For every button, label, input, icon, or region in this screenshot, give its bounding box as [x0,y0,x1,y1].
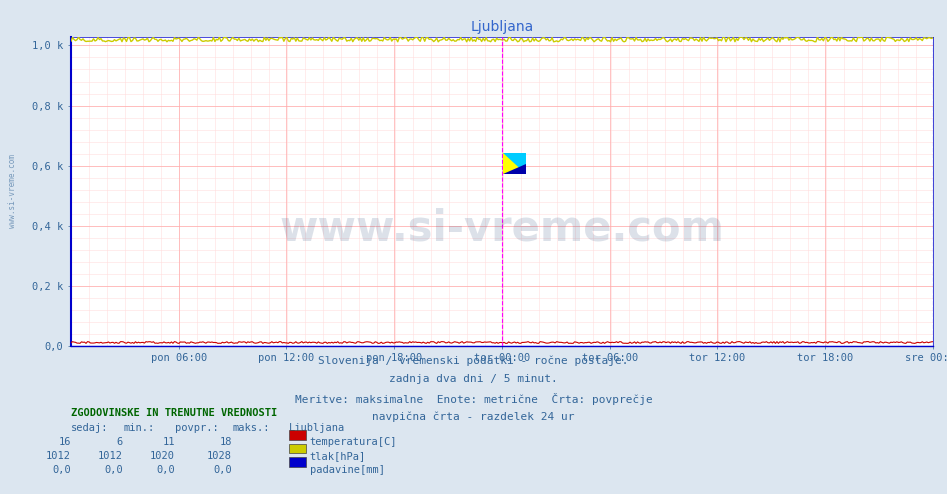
Text: ZGODOVINSKE IN TRENUTNE VREDNOSTI: ZGODOVINSKE IN TRENUTNE VREDNOSTI [71,408,277,417]
Text: 16: 16 [59,437,71,447]
Text: zadnja dva dni / 5 minut.: zadnja dva dni / 5 minut. [389,374,558,384]
Text: sedaj:: sedaj: [71,423,109,433]
Text: temperatura[C]: temperatura[C] [310,437,397,447]
Bar [504,153,526,174]
Text: maks.:: maks.: [232,423,270,433]
Text: www.si-vreme.com: www.si-vreme.com [279,207,724,249]
Text: povpr.:: povpr.: [175,423,219,433]
Text: www.si-vreme.com: www.si-vreme.com [8,155,17,228]
Text: tlak[hPa]: tlak[hPa] [310,451,366,461]
Text: Ljubljana: Ljubljana [289,423,345,433]
Polygon shape [504,153,526,174]
Text: 0,0: 0,0 [213,465,232,475]
Text: 0,0: 0,0 [104,465,123,475]
Text: 1012: 1012 [46,451,71,461]
Text: 0,0: 0,0 [156,465,175,475]
Text: padavine[mm]: padavine[mm] [310,465,384,475]
Title: Ljubljana: Ljubljana [471,20,533,35]
Text: Meritve: maksimalne  Enote: metrične  Črta: povprečje: Meritve: maksimalne Enote: metrične Črta… [295,393,652,405]
Text: 6: 6 [116,437,123,447]
Polygon shape [504,164,526,174]
Text: Slovenija / vremenski podatki - ročne postaje.: Slovenija / vremenski podatki - ročne po… [318,356,629,366]
Text: min.:: min.: [123,423,154,433]
Text: navpična črta - razdelek 24 ur: navpična črta - razdelek 24 ur [372,412,575,422]
Text: 11: 11 [163,437,175,447]
Text: 1028: 1028 [207,451,232,461]
Text: 0,0: 0,0 [52,465,71,475]
Text: 1012: 1012 [98,451,123,461]
Text: 18: 18 [220,437,232,447]
Text: 1020: 1020 [151,451,175,461]
